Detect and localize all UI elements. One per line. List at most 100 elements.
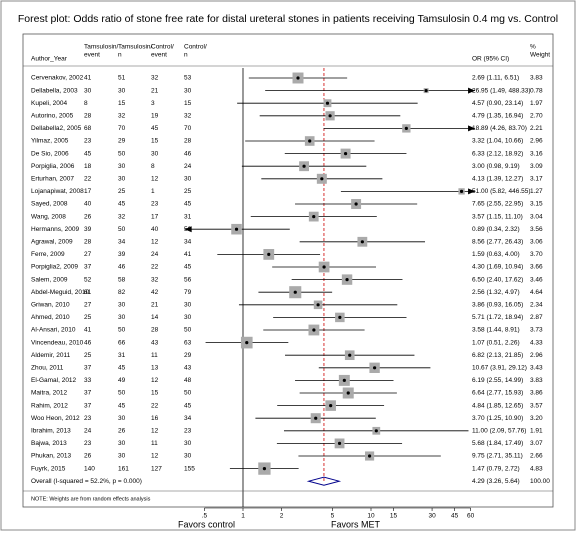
note: NOTE: Weights are from random effects an… bbox=[31, 496, 151, 502]
study-name: Abdel-Meguid, 2010 bbox=[31, 289, 90, 296]
study-name: Zhou, 2011 bbox=[31, 365, 64, 372]
count-cell: 45 bbox=[84, 150, 92, 157]
or-label: 4.30 (1.69, 10.94) bbox=[472, 264, 523, 271]
or-label: 3.32 (1.04, 10.66) bbox=[472, 138, 523, 145]
count-cell: 30 bbox=[118, 87, 126, 94]
study-name: Autorino, 2005 bbox=[31, 113, 74, 120]
count-cell: 37 bbox=[84, 264, 92, 271]
count-cell: 17 bbox=[84, 188, 92, 195]
count-cell: 34 bbox=[184, 239, 192, 246]
x-tick-label: 15 bbox=[390, 513, 398, 520]
count-cell: 79 bbox=[184, 289, 192, 296]
count-cell: 45 bbox=[184, 264, 192, 271]
study-name: Maitra, 2012 bbox=[31, 390, 68, 397]
study-name: Al-Ansari, 2010 bbox=[31, 327, 76, 334]
count-cell: 12 bbox=[151, 239, 159, 246]
count-cell: 34 bbox=[184, 415, 192, 422]
weight-label: 3.09 bbox=[530, 163, 543, 170]
count-cell: 17 bbox=[151, 213, 159, 220]
count-cell: 45 bbox=[184, 402, 192, 409]
study-name: Vincendeau, 2010 bbox=[31, 339, 84, 346]
or-label: 1.59 (0.63, 4.00) bbox=[472, 251, 520, 258]
count-cell: 53 bbox=[184, 75, 192, 82]
point-estimate bbox=[293, 290, 297, 294]
point-estimate bbox=[459, 189, 464, 193]
count-cell: 26 bbox=[118, 428, 126, 435]
count-cell: 37 bbox=[84, 365, 92, 372]
or-label: 9.75 (2.71, 35.11) bbox=[472, 453, 523, 460]
or-label: 3.58 (1.44, 8.91) bbox=[472, 327, 520, 334]
count-cell: 30 bbox=[118, 440, 126, 447]
count-cell: 50 bbox=[118, 390, 126, 397]
or-label: 6.82 (2.13, 21.85) bbox=[472, 352, 523, 359]
count-cell: 3 bbox=[151, 100, 155, 107]
study-name: Ferre, 2009 bbox=[31, 251, 65, 258]
point-estimate bbox=[373, 366, 377, 370]
count-cell: 30 bbox=[118, 163, 126, 170]
or-label: 4.57 (0.90, 23.14) bbox=[472, 100, 523, 107]
weight-label: 2.96 bbox=[530, 352, 543, 359]
count-cell: 45 bbox=[118, 201, 126, 208]
study-name: El-Gamal, 2012 bbox=[31, 377, 77, 384]
count-cell: 70 bbox=[118, 125, 126, 132]
or-label: 7.65 (2.55, 22.95) bbox=[472, 201, 523, 208]
point-estimate bbox=[424, 89, 428, 93]
weight-label: 2.96 bbox=[530, 138, 543, 145]
count-cell: 13 bbox=[151, 365, 159, 372]
weight-label: 2.70 bbox=[530, 113, 543, 120]
column-header: Tamsulosin/ bbox=[84, 44, 119, 51]
count-cell: 50 bbox=[118, 327, 126, 334]
count-cell: 155 bbox=[184, 465, 195, 472]
or-label: 18.89 (4.26, 83.70) bbox=[472, 125, 527, 132]
count-cell: 30 bbox=[118, 415, 126, 422]
point-estimate bbox=[345, 278, 349, 282]
point-estimate bbox=[329, 404, 333, 408]
count-cell: 12 bbox=[151, 377, 159, 384]
point-estimate bbox=[320, 177, 324, 181]
study-name: De Sio, 2006 bbox=[31, 150, 69, 157]
point-estimate bbox=[343, 152, 348, 156]
count-cell: 50 bbox=[118, 150, 126, 157]
count-cell: 41 bbox=[84, 327, 92, 334]
point-estimate bbox=[342, 378, 346, 382]
count-cell: 40 bbox=[151, 226, 159, 233]
weight-label: 3.20 bbox=[530, 415, 543, 422]
or-label: 26.95 (1.49, 488.33) bbox=[472, 87, 531, 94]
column-header: Control/ bbox=[184, 44, 207, 51]
point-estimate bbox=[262, 467, 267, 471]
count-cell: 50 bbox=[184, 327, 192, 334]
weight-label: 1.27 bbox=[530, 188, 543, 195]
column-header: event bbox=[151, 52, 167, 59]
count-cell: 30 bbox=[118, 176, 126, 183]
point-estimate bbox=[322, 265, 326, 269]
point-estimate bbox=[337, 441, 342, 445]
point-estimate bbox=[312, 215, 316, 219]
count-cell: 24 bbox=[184, 163, 192, 170]
count-cell: 32 bbox=[118, 213, 126, 220]
count-cell: 63 bbox=[184, 339, 192, 346]
point-estimate bbox=[346, 391, 350, 395]
count-cell: 42 bbox=[151, 289, 159, 296]
column-header: Control/ bbox=[151, 44, 174, 51]
or-label: 2.56 (1.32, 4.97) bbox=[472, 289, 520, 296]
count-cell: 23 bbox=[184, 428, 192, 435]
or-label: 11.00 (2.09, 57.76) bbox=[472, 428, 526, 435]
or-label: 8.56 (2.77, 26.43) bbox=[472, 239, 523, 246]
point-estimate bbox=[404, 126, 408, 130]
count-cell: 21 bbox=[151, 302, 159, 309]
study-name: Aldemir, 2011 bbox=[31, 352, 71, 359]
x-tick-label: 30 bbox=[428, 513, 436, 520]
count-cell: 32 bbox=[184, 113, 192, 120]
study-name: Lojanapiwat, 2008 bbox=[31, 188, 84, 195]
or-label: 3.57 (1.15, 11.10) bbox=[472, 213, 523, 220]
count-cell: 23 bbox=[84, 138, 92, 145]
or-label: 4.13 (1.39, 12.27) bbox=[472, 176, 523, 183]
weight-label: 4.64 bbox=[530, 289, 543, 296]
count-cell: 39 bbox=[118, 251, 126, 258]
count-cell: 43 bbox=[184, 365, 192, 372]
count-cell: 23 bbox=[84, 415, 92, 422]
count-cell: 31 bbox=[118, 352, 126, 359]
count-cell: 40 bbox=[84, 201, 92, 208]
count-cell: 15 bbox=[118, 100, 126, 107]
count-cell: 127 bbox=[151, 465, 162, 472]
